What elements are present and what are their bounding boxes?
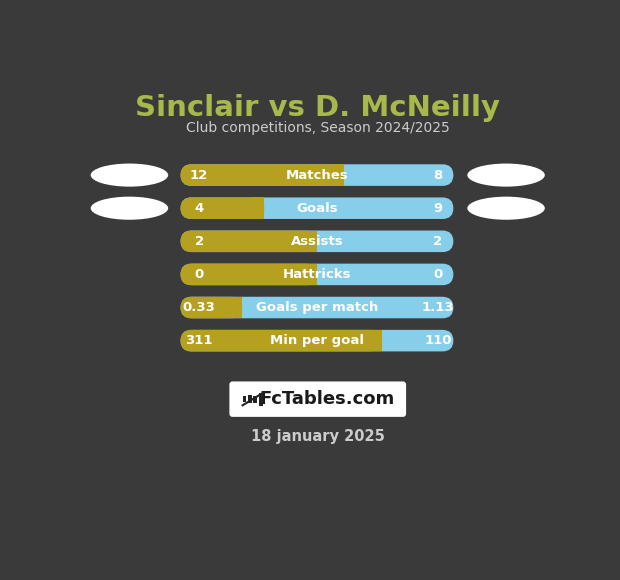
Bar <box>254 396 257 403</box>
Text: 8: 8 <box>433 169 443 182</box>
FancyBboxPatch shape <box>180 230 453 252</box>
Polygon shape <box>254 197 264 219</box>
FancyBboxPatch shape <box>180 330 453 351</box>
Text: 12: 12 <box>190 169 208 182</box>
Text: Goals per match: Goals per match <box>256 301 378 314</box>
Text: 0: 0 <box>433 268 443 281</box>
Ellipse shape <box>467 197 545 220</box>
Text: 9: 9 <box>433 202 443 215</box>
Text: 0: 0 <box>195 268 204 281</box>
Text: Goals: Goals <box>296 202 338 215</box>
Ellipse shape <box>91 197 168 220</box>
Polygon shape <box>306 230 317 252</box>
FancyBboxPatch shape <box>180 330 382 351</box>
Text: 2: 2 <box>433 235 443 248</box>
Polygon shape <box>334 164 344 186</box>
Polygon shape <box>371 330 382 351</box>
Text: 18 january 2025: 18 january 2025 <box>251 429 384 444</box>
FancyBboxPatch shape <box>180 297 453 318</box>
Text: Club competitions, Season 2024/2025: Club competitions, Season 2024/2025 <box>186 121 450 135</box>
FancyBboxPatch shape <box>180 197 453 219</box>
FancyBboxPatch shape <box>180 164 344 186</box>
Text: Hattricks: Hattricks <box>283 268 351 281</box>
Text: 110: 110 <box>424 334 451 347</box>
Ellipse shape <box>467 164 545 187</box>
Bar <box>259 393 263 405</box>
Text: 2: 2 <box>195 235 204 248</box>
Text: Assists: Assists <box>291 235 343 248</box>
Text: FcTables.com: FcTables.com <box>259 390 395 408</box>
FancyBboxPatch shape <box>180 230 317 252</box>
FancyBboxPatch shape <box>180 264 453 285</box>
FancyBboxPatch shape <box>180 164 453 186</box>
FancyBboxPatch shape <box>180 197 264 219</box>
Text: Min per goal: Min per goal <box>270 334 364 347</box>
Ellipse shape <box>91 164 168 187</box>
FancyBboxPatch shape <box>180 264 317 285</box>
FancyBboxPatch shape <box>180 297 242 318</box>
Text: 1.13: 1.13 <box>422 301 454 314</box>
Bar <box>248 395 252 404</box>
Text: Matches: Matches <box>286 169 348 182</box>
Text: Sinclair vs D. McNeilly: Sinclair vs D. McNeilly <box>135 94 500 122</box>
Text: 4: 4 <box>195 202 204 215</box>
Bar <box>242 397 247 402</box>
Text: 311: 311 <box>185 334 213 347</box>
Text: 0.33: 0.33 <box>183 301 216 314</box>
Polygon shape <box>231 297 242 318</box>
FancyBboxPatch shape <box>229 382 406 417</box>
Polygon shape <box>306 264 317 285</box>
